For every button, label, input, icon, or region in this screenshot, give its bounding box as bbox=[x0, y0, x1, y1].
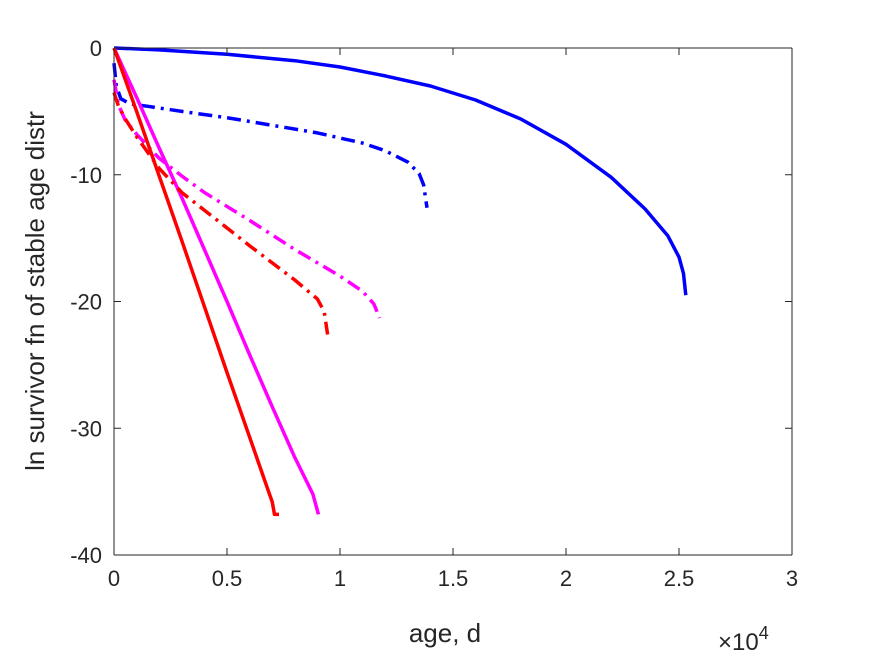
x-axis-multiplier: ×104 bbox=[718, 623, 769, 656]
y-tick-label: 0 bbox=[90, 36, 102, 61]
series-line-1-solid bbox=[113, 46, 688, 296]
x-tick-label: 0 bbox=[108, 566, 120, 591]
x-tick-label: 1.5 bbox=[438, 566, 469, 591]
y-axis-label: ln survivor fn of stable age distr bbox=[20, 111, 50, 471]
x-axis-label: age, d bbox=[409, 618, 481, 648]
tick-layer: 0 0.5 1 1.5 2 2.5 3 0 -10 -20 -30 -40 bbox=[70, 36, 798, 591]
x-axis-multiplier-exponent: 4 bbox=[759, 623, 769, 643]
x-tick-label: 2.5 bbox=[664, 566, 695, 591]
y-tick-label: -10 bbox=[70, 163, 102, 188]
x-tick-label: 2 bbox=[560, 566, 572, 591]
y-tick-label: -20 bbox=[70, 290, 102, 315]
series-line-3-solid bbox=[112, 47, 321, 515]
series-line-2-dashdot bbox=[112, 63, 429, 208]
x-axis-multiplier-base: ×10 bbox=[718, 629, 759, 656]
series-layer bbox=[112, 46, 688, 517]
plot-area bbox=[114, 48, 792, 555]
y-tick-label: -40 bbox=[70, 543, 102, 568]
series-line-5-solid bbox=[112, 47, 279, 517]
x-tick-label: 1 bbox=[334, 566, 346, 591]
x-tick-label: 0.5 bbox=[212, 566, 243, 591]
y-tick-label: -30 bbox=[70, 416, 102, 441]
series-line-6-dashdot bbox=[112, 91, 330, 335]
x-tick-label: 3 bbox=[786, 566, 798, 591]
